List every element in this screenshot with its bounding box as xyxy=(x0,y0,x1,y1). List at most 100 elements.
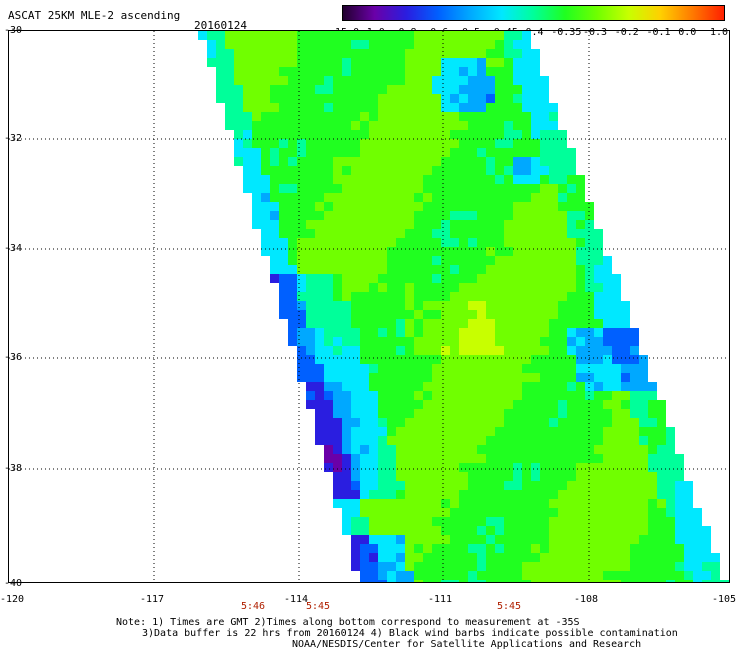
swath-cell xyxy=(342,139,351,148)
swath-cell xyxy=(342,481,351,490)
swath-cell xyxy=(342,103,351,112)
swath-cell xyxy=(324,67,333,76)
swath-cell xyxy=(297,148,306,157)
swath-cell xyxy=(360,94,369,103)
footer-note-1: Note: 1) Times are GMT 2)Times along bot… xyxy=(116,617,580,628)
swath-cell xyxy=(495,193,504,202)
swath-cell xyxy=(495,337,504,346)
swath-cell xyxy=(468,544,477,553)
swath-cell xyxy=(333,472,342,481)
swath-cell xyxy=(684,553,693,562)
swath-cell xyxy=(333,103,342,112)
swath-cell xyxy=(324,193,333,202)
swath-cell xyxy=(342,319,351,328)
swath-cell xyxy=(333,238,342,247)
swath-cell xyxy=(342,157,351,166)
swath-cell xyxy=(558,409,567,418)
swath-cell xyxy=(414,139,423,148)
swath-cell xyxy=(351,454,360,463)
swath-cell xyxy=(522,436,531,445)
swath-cell xyxy=(423,283,432,292)
swath-cell xyxy=(504,445,513,454)
swath-cell xyxy=(540,220,549,229)
swath-cell xyxy=(567,157,576,166)
swath-cell xyxy=(657,445,666,454)
swath-cell xyxy=(540,319,549,328)
swath-cell xyxy=(351,247,360,256)
swath-cell xyxy=(621,463,630,472)
swath-cell xyxy=(468,481,477,490)
swath-cell xyxy=(450,319,459,328)
swath-cell xyxy=(567,337,576,346)
swath-cell xyxy=(549,202,558,211)
swath-cell xyxy=(414,238,423,247)
swath-cell xyxy=(432,157,441,166)
swath-cell xyxy=(423,121,432,130)
swath-cell xyxy=(504,256,513,265)
swath-cell xyxy=(522,139,531,148)
swath-cell xyxy=(414,490,423,499)
swath-cell xyxy=(360,373,369,382)
swath-cell xyxy=(414,94,423,103)
swath-cell xyxy=(693,526,702,535)
swath-cell xyxy=(351,364,360,373)
swath-cell xyxy=(369,373,378,382)
swath-cell xyxy=(576,472,585,481)
swath-cell xyxy=(450,517,459,526)
swath-cell xyxy=(333,112,342,121)
swath-cell xyxy=(306,391,315,400)
swath-cell xyxy=(234,112,243,121)
swath-cell xyxy=(531,526,540,535)
swath-cell xyxy=(639,526,648,535)
swath-cell xyxy=(504,58,513,67)
swath-cell xyxy=(459,490,468,499)
swath-cell xyxy=(396,463,405,472)
swath-cell xyxy=(432,31,441,40)
swath-cell xyxy=(567,544,576,553)
swath-cell xyxy=(405,562,414,571)
swath-cell xyxy=(315,31,324,40)
swath-cell xyxy=(414,40,423,49)
swath-cell xyxy=(378,301,387,310)
swath-cell xyxy=(423,139,432,148)
swath-cell xyxy=(333,364,342,373)
swath-cell xyxy=(450,229,459,238)
swath-cell xyxy=(486,310,495,319)
swath-cell xyxy=(351,346,360,355)
swath-cell xyxy=(387,274,396,283)
swath-cell xyxy=(522,94,531,103)
swath-cell xyxy=(414,229,423,238)
swath-cell xyxy=(495,580,504,582)
swath-cell xyxy=(495,346,504,355)
swath-cell xyxy=(270,76,279,85)
swath-cell xyxy=(549,445,558,454)
swath-cell xyxy=(450,49,459,58)
swath-cell xyxy=(540,112,549,121)
swath-cell xyxy=(540,94,549,103)
swath-cell xyxy=(495,418,504,427)
swath-cell xyxy=(261,31,270,40)
swath-cell xyxy=(540,121,549,130)
lat-label: -40 xyxy=(4,578,23,589)
swath-cell xyxy=(369,355,378,364)
swath-cell xyxy=(540,571,549,580)
swath-cell xyxy=(441,499,450,508)
swath-cell xyxy=(414,58,423,67)
swath-cell xyxy=(477,337,486,346)
swath-cell xyxy=(333,418,342,427)
swath-cell xyxy=(675,508,684,517)
swath-cell xyxy=(234,67,243,76)
swath-cell xyxy=(522,121,531,130)
swath-cell xyxy=(549,562,558,571)
swath-cell xyxy=(540,544,549,553)
swath-cell xyxy=(486,382,495,391)
swath-cell xyxy=(360,553,369,562)
swath-cell xyxy=(306,319,315,328)
swath-cell xyxy=(495,373,504,382)
colorbar-tick-label: -0.1 xyxy=(646,27,671,38)
swath-cell xyxy=(342,526,351,535)
swath-cell xyxy=(531,202,540,211)
swath-cell xyxy=(297,364,306,373)
swath-cell xyxy=(567,319,576,328)
swath-cell xyxy=(396,157,405,166)
